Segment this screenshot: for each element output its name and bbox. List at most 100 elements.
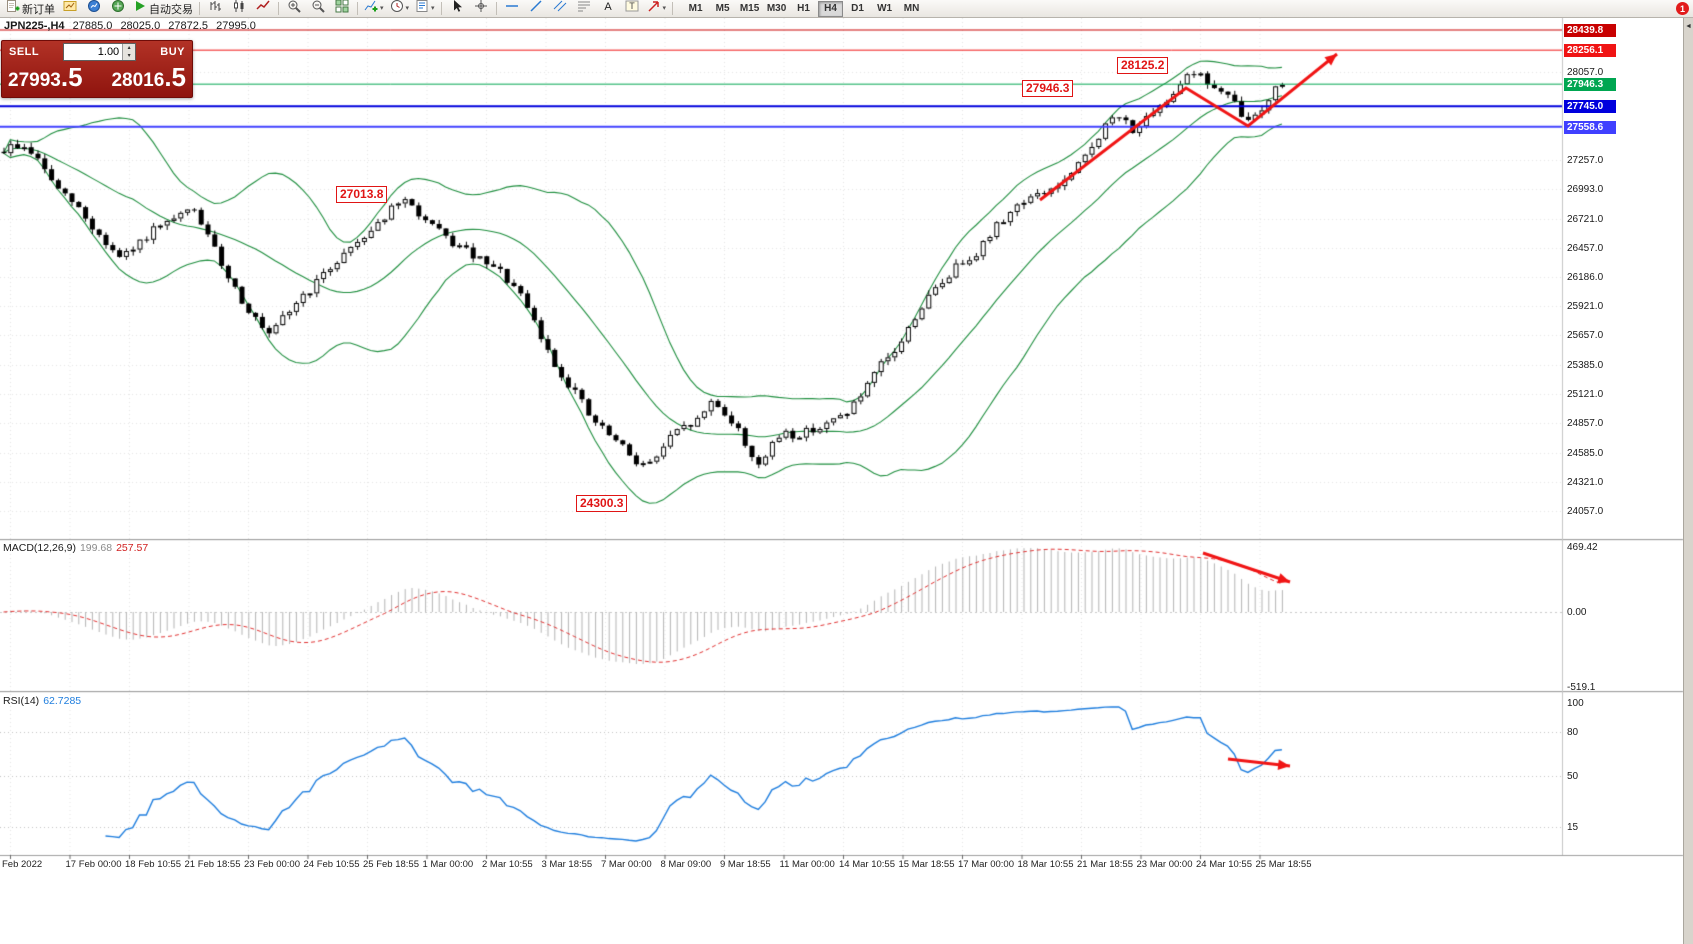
new-order-icon	[6, 0, 20, 18]
market-watch-icon	[87, 0, 101, 18]
tile-windows-button[interactable]	[330, 0, 354, 18]
timeframe-button-M15[interactable]: M15	[739, 3, 760, 14]
new-chart-icon	[63, 0, 77, 18]
price-label-annotation[interactable]: 27013.8	[336, 186, 388, 203]
toolbar-separator	[357, 2, 358, 15]
time-axis-label: 9 Mar 18:55	[720, 859, 771, 870]
price-axis-tick: 26993.0	[1567, 183, 1604, 195]
time-axis-label: 24 Mar 10:55	[1196, 859, 1252, 870]
chevron-down-icon[interactable]: ▾	[431, 5, 435, 12]
bar-chart-button[interactable]	[203, 0, 227, 18]
time-axis-label: 11 Mar 00:00	[779, 859, 835, 870]
lot-size-field: ▴ ▾	[63, 43, 137, 61]
svg-text:A: A	[604, 1, 612, 13]
label-button[interactable]: T	[620, 0, 644, 18]
time-axis-label: 25 Mar 18:55	[1255, 859, 1312, 870]
time-axis-label: 2 Mar 10:55	[482, 859, 533, 870]
macd-indicator-label: MACD(12,26,9) 199.68 257.57	[3, 542, 149, 554]
macd-axis-label: 0.00	[1567, 607, 1587, 618]
timeframe-button-M5[interactable]: M5	[715, 3, 730, 14]
price-axis-tick: 26457.0	[1567, 242, 1604, 254]
new-chart-button[interactable]	[58, 0, 82, 18]
time-axis-label: 21 Feb 18:55	[184, 859, 241, 870]
lot-increase-button[interactable]: ▴	[123, 44, 136, 52]
timeframe-button-M30[interactable]: M30	[766, 3, 787, 14]
channel-button[interactable]	[548, 0, 572, 18]
indicators-button[interactable]: ▾	[361, 0, 387, 18]
new-order-button[interactable]: 新订单	[3, 0, 58, 18]
rsi-indicator-label: RSI(14) 62.7285	[3, 695, 82, 707]
timeframe-button-MN[interactable]: MN	[903, 3, 920, 14]
price-line-tag: 27946.3	[1564, 78, 1616, 92]
templates-button[interactable]: ▾	[412, 0, 438, 18]
text-button[interactable]: A	[596, 0, 620, 18]
trendline-button[interactable]	[524, 0, 548, 18]
chevron-down-icon[interactable]: ▾	[405, 5, 410, 12]
timeframe-toolbar: M1 M5 M15 M30 H1 H4 D1 W1 MN	[682, 0, 925, 17]
templates-icon	[415, 0, 429, 18]
line-chart-button[interactable]	[251, 0, 275, 18]
rsi-axis-label: 100	[1567, 698, 1584, 709]
price-axis-tick: 25121.0	[1567, 389, 1604, 401]
lot-decrease-button[interactable]: ▾	[123, 52, 136, 60]
time-axis-label: 18 Feb 10:55	[125, 859, 181, 870]
timeframe-button-W1[interactable]: W1	[877, 3, 893, 14]
price-label-annotation[interactable]: 27946.3	[1022, 80, 1074, 97]
chart-canvas[interactable]	[0, 18, 1693, 944]
notification-badge[interactable]: 1	[1676, 2, 1689, 15]
time-axis-label: 17 Feb 00:00	[65, 859, 122, 870]
arrows-tool-button[interactable]: ▾	[644, 0, 670, 18]
lot-size-input[interactable]	[64, 44, 123, 60]
collapse-panel-arrow-icon[interactable]: ◄	[1685, 23, 1692, 30]
horizontal-line-button[interactable]	[500, 0, 524, 18]
arrows-tool-icon	[647, 0, 661, 18]
cursor-button[interactable]	[445, 0, 469, 18]
time-axis-label: Feb 2022	[2, 859, 43, 870]
ohlc-high: 28025.0	[120, 20, 161, 32]
periods-button[interactable]: ▾	[387, 0, 413, 18]
chevron-down-icon[interactable]: ▾	[662, 5, 667, 12]
cursor-icon	[450, 0, 464, 18]
zoom-in-button[interactable]	[282, 0, 306, 18]
price-axis[interactable]: 28057.0 27257.0 26993.0 26721.0 26457.0 26186…	[1563, 18, 1683, 856]
time-axis-label: 8 Mar 09:00	[660, 859, 712, 870]
time-axis[interactable]: Feb 2022 17 Feb 00:00 18 Feb 10:55 21 Feb 1…	[0, 856, 1683, 886]
channel-icon	[553, 0, 567, 18]
timeframe-button-M1[interactable]: M1	[688, 3, 703, 14]
autotrading-icon	[133, 0, 147, 18]
sell-label: SELL	[9, 46, 40, 58]
toolbar-separator	[440, 2, 442, 15]
price-label-annotation[interactable]: 24300.3	[576, 495, 628, 512]
timeframe-button-H1[interactable]: H1	[797, 3, 810, 14]
market-watch-button[interactable]	[82, 0, 106, 18]
price-axis-tick: 24857.0	[1567, 418, 1604, 430]
fibonacci-button[interactable]	[572, 0, 596, 18]
price-axis-tick: 25921.0	[1567, 301, 1604, 313]
price-axis-tick: 26721.0	[1567, 213, 1604, 225]
trendline-icon	[529, 0, 543, 18]
toolbar-separator	[278, 2, 279, 15]
navigator-button[interactable]	[106, 0, 130, 18]
buy-button[interactable]: 28016.5	[111, 62, 186, 92]
autotrading-button[interactable]: 自动交易	[130, 0, 196, 18]
candlestick-button[interactable]	[227, 0, 251, 18]
time-axis-label: 15 Mar 18:55	[898, 859, 955, 870]
crosshair-button[interactable]	[469, 0, 493, 18]
price-line-tag: 27745.0	[1564, 100, 1616, 114]
price-axis-tick: 25385.0	[1567, 360, 1604, 372]
svg-text:T: T	[629, 1, 635, 11]
timeframe-button-D1[interactable]: D1	[851, 3, 864, 14]
ohlc-close: 27995.0	[216, 20, 256, 32]
zoom-out-button[interactable]	[306, 0, 330, 18]
zoom-out-icon	[311, 0, 325, 18]
price-axis-tick: 25657.0	[1567, 330, 1604, 342]
timeframe-button-H4[interactable]: H4	[818, 0, 844, 17]
price-label-annotation[interactable]: 28125.2	[1117, 57, 1169, 74]
sell-button[interactable]: 27993.5	[8, 62, 83, 92]
chevron-down-icon[interactable]: ▾	[380, 5, 384, 12]
time-axis-label: 18 Mar 10:55	[1017, 859, 1074, 870]
price-axis-tick: 28057.0	[1567, 67, 1604, 78]
navigator-icon	[111, 0, 125, 18]
scrollbar-strip[interactable]: ◄	[1683, 18, 1693, 944]
